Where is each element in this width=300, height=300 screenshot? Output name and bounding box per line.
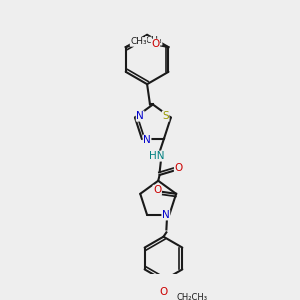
Text: HN: HN [149,151,164,161]
Text: S: S [162,111,169,121]
Text: O: O [135,38,143,48]
Text: O: O [159,287,168,297]
Text: CH₃: CH₃ [130,38,147,46]
Text: N: N [143,135,151,145]
Text: N: N [162,210,170,220]
Text: O: O [174,163,183,173]
Text: O: O [151,39,160,49]
Text: N: N [136,111,144,121]
Text: CH₃: CH₃ [146,36,162,45]
Text: CH₂CH₃: CH₂CH₃ [177,293,208,300]
Text: O: O [153,185,161,195]
